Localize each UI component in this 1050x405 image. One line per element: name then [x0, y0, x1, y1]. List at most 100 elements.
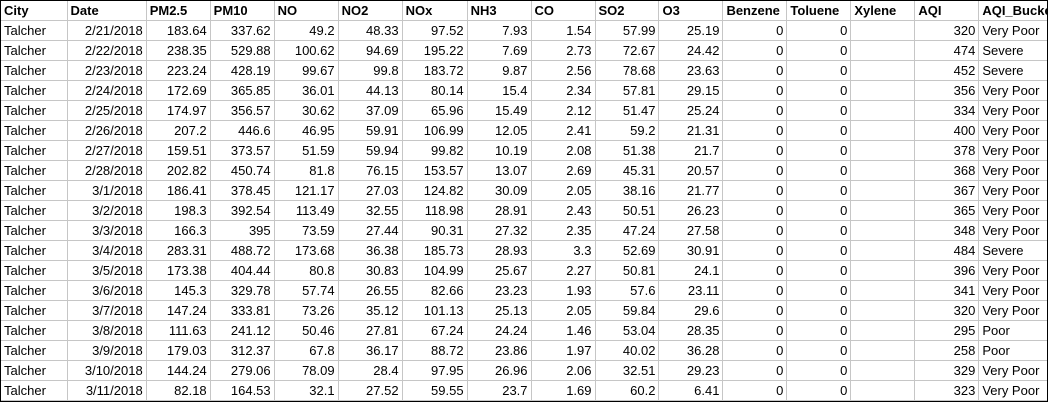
cell-no2[interactable]: 94.69: [337, 40, 403, 61]
cell-date[interactable]: 3/1/2018: [66, 180, 147, 201]
cell-no2[interactable]: 27.44: [337, 220, 403, 241]
cell-co[interactable]: 2.05: [530, 300, 596, 321]
cell-date[interactable]: 3/11/2018: [66, 380, 147, 401]
cell-city[interactable]: Talcher: [1, 380, 68, 401]
cell-city[interactable]: Talcher: [1, 60, 68, 81]
cell-benzene[interactable]: 0: [722, 100, 788, 121]
column-header-so2[interactable]: SO2: [594, 1, 660, 21]
cell-nox[interactable]: 99.82: [401, 140, 468, 161]
cell-co[interactable]: 1.54: [530, 20, 596, 41]
cell-co[interactable]: 2.56: [530, 60, 596, 81]
cell-so2[interactable]: 40.02: [594, 340, 660, 361]
cell-nh3[interactable]: 24.24: [466, 320, 532, 341]
cell-nox[interactable]: 101.13: [401, 300, 468, 321]
cell-nh3[interactable]: 23.86: [466, 340, 532, 361]
cell-city[interactable]: Talcher: [1, 80, 68, 101]
cell-nox[interactable]: 153.57: [401, 160, 468, 181]
cell-date[interactable]: 2/25/2018: [66, 100, 147, 121]
cell-co[interactable]: 1.69: [530, 380, 596, 401]
cell-pm10[interactable]: 356.57: [209, 100, 275, 121]
cell-no2[interactable]: 36.17: [337, 340, 403, 361]
cell-co[interactable]: 2.34: [530, 80, 596, 101]
cell-xylene[interactable]: [850, 240, 916, 261]
cell-benzene[interactable]: 0: [722, 340, 788, 361]
cell-so2[interactable]: 72.67: [594, 40, 660, 61]
cell-date[interactable]: 2/23/2018: [66, 60, 147, 81]
cell-toluene[interactable]: 0: [786, 20, 852, 41]
cell-aqi[interactable]: 295: [914, 320, 980, 341]
cell-toluene[interactable]: 0: [786, 40, 852, 61]
cell-no[interactable]: 121.17: [273, 180, 339, 201]
cell-pm10[interactable]: 529.88: [209, 40, 275, 61]
cell-nox[interactable]: 118.98: [401, 200, 468, 221]
cell-no[interactable]: 80.8: [273, 260, 339, 281]
cell-co[interactable]: 1.46: [530, 320, 596, 341]
cell-nox[interactable]: 90.31: [401, 220, 468, 241]
cell-no2[interactable]: 59.94: [337, 140, 403, 161]
cell-toluene[interactable]: 0: [786, 80, 852, 101]
cell-date[interactable]: 3/6/2018: [66, 280, 147, 301]
cell-toluene[interactable]: 0: [786, 300, 852, 321]
cell-o3[interactable]: 29.15: [658, 80, 724, 101]
cell-toluene[interactable]: 0: [786, 180, 852, 201]
cell-nox[interactable]: 67.24: [401, 320, 468, 341]
cell-pm10[interactable]: 329.78: [209, 280, 275, 301]
cell-nox[interactable]: 59.55: [401, 380, 468, 401]
cell-date[interactable]: 3/7/2018: [66, 300, 147, 321]
cell-aqi-bucket[interactable]: Severe: [978, 40, 1047, 61]
cell-pm25[interactable]: 183.64: [145, 20, 211, 41]
cell-nox[interactable]: 106.99: [401, 120, 468, 141]
cell-pm25[interactable]: 82.18: [145, 380, 211, 401]
cell-pm10[interactable]: 428.19: [209, 60, 275, 81]
cell-nh3[interactable]: 23.23: [466, 280, 532, 301]
cell-so2[interactable]: 32.51: [594, 360, 660, 381]
cell-xylene[interactable]: [850, 360, 916, 381]
cell-aqi[interactable]: 474: [914, 40, 980, 61]
cell-aqi-bucket[interactable]: Very Poor: [978, 360, 1047, 381]
cell-nh3[interactable]: 23.7: [466, 380, 532, 401]
cell-city[interactable]: Talcher: [1, 200, 68, 221]
cell-o3[interactable]: 25.19: [658, 20, 724, 41]
cell-aqi[interactable]: 400: [914, 120, 980, 141]
cell-so2[interactable]: 57.99: [594, 20, 660, 41]
cell-pm25[interactable]: 172.69: [145, 80, 211, 101]
cell-nh3[interactable]: 15.49: [466, 100, 532, 121]
cell-co[interactable]: 3.3: [530, 240, 596, 261]
cell-pm25[interactable]: 198.3: [145, 200, 211, 221]
column-header-aqi-bucket[interactable]: AQI_Bucket: [978, 1, 1047, 21]
cell-nox[interactable]: 97.52: [401, 20, 468, 41]
cell-no[interactable]: 67.8: [273, 340, 339, 361]
cell-benzene[interactable]: 0: [722, 320, 788, 341]
cell-o3[interactable]: 20.57: [658, 160, 724, 181]
column-header-nh3[interactable]: NH3: [466, 1, 532, 21]
cell-co[interactable]: 2.12: [530, 100, 596, 121]
cell-aqi[interactable]: 323: [914, 380, 980, 401]
column-header-pm25[interactable]: PM2.5: [145, 1, 211, 21]
cell-co[interactable]: 1.97: [530, 340, 596, 361]
cell-aqi[interactable]: 365: [914, 200, 980, 221]
cell-xylene[interactable]: [850, 80, 916, 101]
cell-no[interactable]: 73.59: [273, 220, 339, 241]
cell-no2[interactable]: 44.13: [337, 80, 403, 101]
cell-o3[interactable]: 29.6: [658, 300, 724, 321]
cell-so2[interactable]: 50.51: [594, 200, 660, 221]
cell-city[interactable]: Talcher: [1, 140, 68, 161]
cell-nh3[interactable]: 9.87: [466, 60, 532, 81]
cell-co[interactable]: 2.06: [530, 360, 596, 381]
cell-date[interactable]: 2/21/2018: [66, 20, 147, 41]
column-header-o3[interactable]: O3: [658, 1, 724, 21]
cell-no[interactable]: 51.59: [273, 140, 339, 161]
cell-no2[interactable]: 26.55: [337, 280, 403, 301]
cell-aqi-bucket[interactable]: Very Poor: [978, 120, 1047, 141]
cell-date[interactable]: 2/27/2018: [66, 140, 147, 161]
cell-o3[interactable]: 25.24: [658, 100, 724, 121]
cell-so2[interactable]: 59.84: [594, 300, 660, 321]
column-header-nox[interactable]: NOx: [401, 1, 468, 21]
cell-so2[interactable]: 53.04: [594, 320, 660, 341]
cell-pm25[interactable]: 186.41: [145, 180, 211, 201]
cell-no[interactable]: 81.8: [273, 160, 339, 181]
cell-nox[interactable]: 97.95: [401, 360, 468, 381]
cell-benzene[interactable]: 0: [722, 220, 788, 241]
cell-so2[interactable]: 51.47: [594, 100, 660, 121]
cell-aqi[interactable]: 356: [914, 80, 980, 101]
